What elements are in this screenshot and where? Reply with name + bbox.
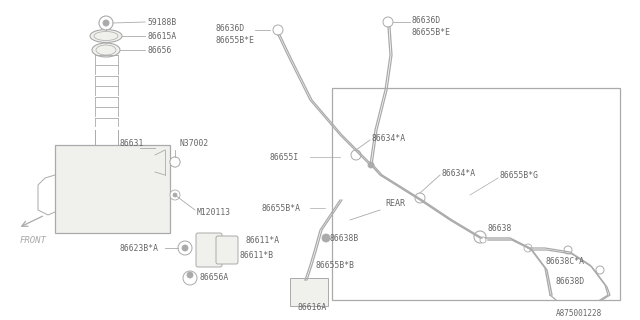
Circle shape: [351, 150, 361, 160]
Text: 86638: 86638: [488, 223, 513, 233]
Circle shape: [99, 16, 113, 30]
Circle shape: [103, 20, 109, 26]
Circle shape: [183, 271, 197, 285]
Text: 86634*A: 86634*A: [442, 169, 476, 178]
Circle shape: [474, 231, 486, 243]
Circle shape: [322, 234, 330, 242]
Circle shape: [383, 17, 393, 27]
Ellipse shape: [90, 29, 122, 43]
Circle shape: [170, 157, 180, 167]
Circle shape: [368, 162, 374, 168]
Text: 86611*A: 86611*A: [245, 236, 279, 244]
Text: 86623B*A: 86623B*A: [120, 244, 159, 252]
Circle shape: [187, 272, 193, 278]
Text: REAR: REAR: [385, 198, 405, 207]
Circle shape: [170, 157, 180, 167]
Text: 86636D: 86636D: [412, 15, 441, 25]
Text: 86631: 86631: [120, 139, 145, 148]
Bar: [290, 278, 328, 306]
Circle shape: [273, 25, 283, 35]
FancyBboxPatch shape: [196, 233, 222, 267]
Text: 86636D: 86636D: [215, 23, 244, 33]
Text: 86616A: 86616A: [297, 303, 326, 313]
Ellipse shape: [92, 43, 120, 57]
Circle shape: [596, 266, 604, 274]
Circle shape: [480, 237, 486, 243]
Circle shape: [170, 190, 180, 200]
Text: 86615A: 86615A: [147, 31, 176, 41]
Text: 86656A: 86656A: [200, 274, 229, 283]
Text: 86655B*E: 86655B*E: [412, 28, 451, 36]
Text: 86655B*B: 86655B*B: [315, 260, 354, 269]
Text: 86638C*A: 86638C*A: [545, 258, 584, 267]
Text: A875001228: A875001228: [556, 308, 602, 317]
Text: M120113: M120113: [197, 207, 231, 217]
Text: 86638B: 86638B: [330, 234, 359, 243]
Bar: [55, 145, 170, 233]
Text: 86655B*A: 86655B*A: [262, 204, 301, 212]
Circle shape: [524, 244, 532, 252]
Circle shape: [173, 160, 177, 164]
Text: N37002: N37002: [180, 139, 209, 148]
FancyBboxPatch shape: [216, 236, 238, 264]
Text: 59188B: 59188B: [147, 18, 176, 27]
Bar: [332, 88, 620, 300]
Text: 86655B*E: 86655B*E: [215, 36, 254, 44]
Text: 86655I: 86655I: [270, 153, 300, 162]
Text: 86656: 86656: [147, 45, 172, 54]
Text: 86655B*G: 86655B*G: [500, 171, 539, 180]
Text: FRONT: FRONT: [20, 236, 47, 244]
Circle shape: [564, 246, 572, 254]
Circle shape: [173, 193, 177, 197]
Circle shape: [182, 245, 188, 251]
Text: 86634*A: 86634*A: [372, 133, 406, 142]
Text: 86611*B: 86611*B: [240, 252, 274, 260]
Circle shape: [178, 241, 192, 255]
Text: 86638D: 86638D: [555, 277, 584, 286]
Circle shape: [415, 193, 425, 203]
